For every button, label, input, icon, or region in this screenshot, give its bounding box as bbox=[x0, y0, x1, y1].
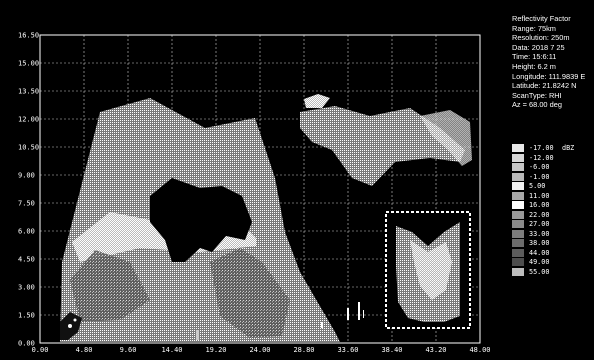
x-tick-label: 4.80 bbox=[76, 346, 93, 354]
x-tick-label: 43.20 bbox=[425, 346, 446, 354]
info-range: Range: 75km bbox=[512, 23, 556, 33]
info-resolution: Resolution: 250m bbox=[512, 33, 570, 43]
echo-small-patch bbox=[304, 94, 330, 108]
legend-label: 16.00 bbox=[529, 201, 550, 209]
echo-clutter-dot bbox=[73, 318, 77, 322]
inset-bright-band bbox=[410, 240, 452, 300]
legend-label: -1.00 bbox=[529, 172, 550, 181]
x-tick-label: 33.60 bbox=[337, 346, 358, 354]
legend-label: 27.00 bbox=[529, 220, 550, 228]
y-tick-label: 10.50 bbox=[18, 144, 39, 152]
legend-label: 49.00 bbox=[529, 258, 550, 266]
y-tick-label: 15.00 bbox=[18, 60, 39, 68]
echo-upper-right bbox=[300, 106, 465, 186]
legend-swatch bbox=[512, 172, 524, 181]
y-tick-label: 16.50 bbox=[18, 32, 39, 40]
x-tick-label: 14.40 bbox=[161, 346, 182, 354]
x-tick-label: 38.40 bbox=[381, 346, 402, 354]
echo-gap bbox=[150, 178, 252, 262]
legend-swatch bbox=[512, 201, 524, 209]
legend-swatch bbox=[512, 144, 524, 152]
legend-swatch bbox=[512, 191, 524, 200]
info-panel: Reflectivity Factor Range: 75km Resoluti… bbox=[512, 14, 592, 110]
legend-swatch bbox=[512, 210, 524, 219]
legend-label: -17.00 bbox=[529, 144, 554, 152]
legend-entry: 38.00 bbox=[512, 239, 592, 247]
echo-right-fringe bbox=[420, 110, 472, 166]
echo-fleck bbox=[358, 302, 360, 320]
legend-swatch bbox=[512, 182, 524, 190]
legend-entry: 5.00 bbox=[512, 182, 592, 190]
echo-clutter-dot bbox=[68, 324, 72, 328]
echo-fleck bbox=[321, 322, 323, 328]
legend-label: 33.00 bbox=[529, 229, 550, 238]
y-tick-label: 4.50 bbox=[18, 256, 35, 264]
legend-swatch bbox=[512, 239, 524, 247]
legend-unit: dBZ bbox=[562, 144, 575, 152]
echo-fleck bbox=[363, 310, 364, 318]
legend-swatch bbox=[512, 153, 524, 162]
info-scantype: ScanType: RHI bbox=[512, 90, 562, 100]
echo-fleck bbox=[347, 308, 349, 320]
legend-label: 22.00 bbox=[529, 210, 550, 219]
legend-label: -12.00 bbox=[529, 153, 554, 162]
y-tick-label: 6.00 bbox=[18, 228, 35, 236]
y-tick-label: 12.00 bbox=[18, 116, 39, 124]
legend-swatch bbox=[512, 248, 524, 257]
echo-fleck bbox=[196, 330, 199, 340]
legend-swatch bbox=[512, 220, 524, 228]
legend-entry: -12.00 bbox=[512, 153, 592, 162]
info-longitude: Longitude: 111.9839 E bbox=[512, 71, 586, 81]
legend-entry: 33.00 bbox=[512, 229, 592, 238]
legend-swatch bbox=[512, 163, 524, 171]
legend-entry: 27.00 bbox=[512, 220, 592, 228]
info-height: Height: 6.2 m bbox=[512, 61, 556, 71]
info-latitude: Latitude: 21.8242 N bbox=[512, 81, 577, 91]
y-tick-label: 9.00 bbox=[18, 172, 35, 180]
legend-label: 5.00 bbox=[529, 182, 546, 190]
x-tick-label: 9.60 bbox=[120, 346, 137, 354]
y-tick-label: 0.00 bbox=[18, 340, 35, 348]
legend-entry: 16.00 bbox=[512, 201, 592, 209]
legend-swatch bbox=[512, 267, 524, 276]
x-tick-label: 28.80 bbox=[293, 346, 314, 354]
x-tick-label: 0.00 bbox=[32, 346, 49, 354]
echo-texture-patch-left bbox=[70, 250, 150, 322]
info-azimuth: Az = 68.00 deg bbox=[512, 100, 562, 110]
legend-label: -6.00 bbox=[529, 163, 550, 171]
echo-texture-patch-right bbox=[210, 248, 290, 338]
legend-entry: 49.00 bbox=[512, 258, 592, 266]
info-time: Time: 15:6:11 bbox=[512, 52, 557, 62]
legend-entry: -1.00 bbox=[512, 172, 592, 181]
y-tick-label: 7.50 bbox=[18, 200, 35, 208]
legend-entry: 44.00 bbox=[512, 248, 592, 257]
legend-label: 44.00 bbox=[529, 248, 550, 257]
inset-overview bbox=[385, 211, 471, 329]
legend-swatch bbox=[512, 229, 524, 238]
x-axis-ticks: 0.00 4.80 9.60 14.40 19.20 24.00 28.80 33.60 38.… bbox=[32, 346, 491, 354]
y-axis-ticks: 16.50 15.00 13.50 12.00 10.50 9.00 7.50 6.00 4.5… bbox=[18, 32, 39, 348]
legend-label: 55.00 bbox=[529, 267, 550, 276]
legend-entry: -6.00 bbox=[512, 163, 592, 171]
legend-label: 38.00 bbox=[529, 239, 550, 247]
echo-field bbox=[60, 94, 472, 342]
legend-swatch bbox=[512, 258, 524, 266]
legend-entry: 22.00 bbox=[512, 210, 592, 219]
info-title: Reflectivity Factor bbox=[512, 14, 571, 23]
info-date: Data: 2018 7 25 bbox=[512, 42, 565, 52]
x-tick-label: 19.20 bbox=[205, 346, 226, 354]
legend-entry: 55.00 bbox=[512, 267, 592, 276]
legend-entry: -17.00 dBZ bbox=[512, 144, 592, 152]
legend-entry: 11.00 bbox=[512, 191, 592, 200]
x-tick-label: 24.00 bbox=[249, 346, 270, 354]
y-tick-label: 3.00 bbox=[18, 284, 35, 292]
x-tick-label: 48.00 bbox=[469, 346, 490, 354]
y-tick-label: 13.50 bbox=[18, 88, 39, 96]
y-tick-label: 1.50 bbox=[18, 312, 35, 320]
legend-label: 11.00 bbox=[529, 191, 550, 200]
